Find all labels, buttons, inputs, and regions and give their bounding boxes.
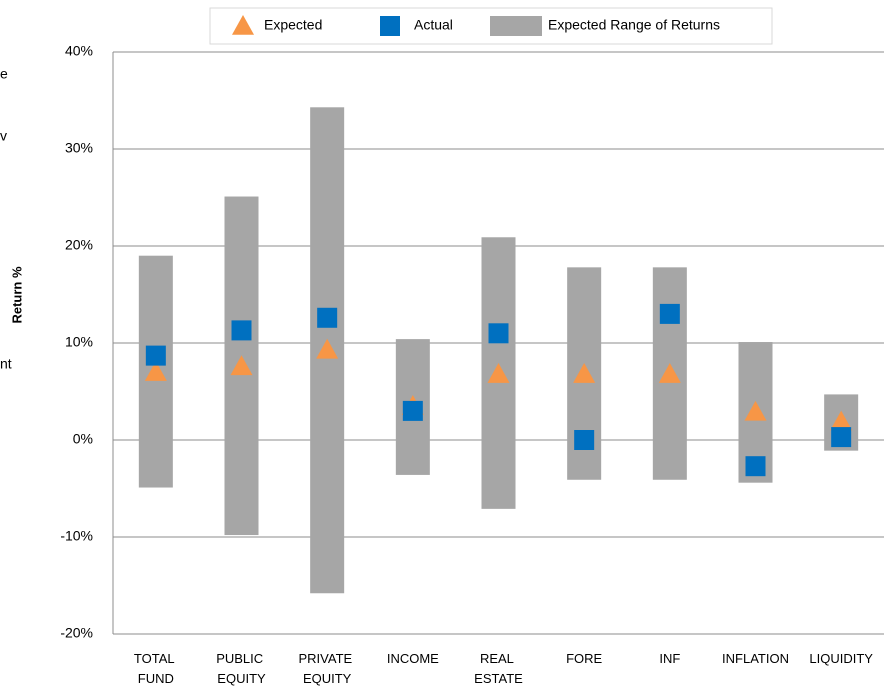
- x-tick-label: INF: [659, 651, 680, 666]
- y-tick-label: 0%: [73, 431, 93, 447]
- x-tick-label: FORE: [566, 651, 602, 666]
- y-tick-label: -10%: [60, 528, 93, 544]
- x-tick-label: INCOME: [387, 651, 439, 666]
- y-tick-label: 10%: [65, 334, 93, 350]
- triangle-marker: [830, 410, 853, 431]
- legend-swatch: [490, 16, 542, 36]
- triangle-marker: [316, 338, 339, 359]
- y-tick-label: 40%: [65, 43, 93, 59]
- square-marker: [831, 427, 852, 448]
- y-tick-label: 30%: [65, 140, 93, 156]
- y-tick-label: -20%: [60, 625, 93, 641]
- square-marker: [145, 345, 166, 366]
- x-tick-label: LIQUIDITY: [809, 651, 873, 666]
- square-marker: [317, 307, 338, 328]
- square-marker: [488, 323, 509, 344]
- y-tick-label: 20%: [65, 237, 93, 253]
- square-marker: [574, 430, 595, 450]
- legend-label: Actual: [414, 17, 453, 33]
- y-axis-label: Return %: [9, 266, 24, 324]
- square-marker: [745, 456, 766, 477]
- square-marker: [402, 400, 423, 421]
- x-tick-label: PRIVATE EQUITY: [299, 651, 356, 686]
- x-tick-label: TOTAL FUND: [134, 651, 178, 686]
- annotation: nt: [0, 356, 12, 372]
- triangle-marker: [144, 361, 167, 381]
- triangle-marker: [744, 400, 767, 421]
- triangle-marker: [232, 15, 254, 35]
- triangle-marker: [573, 363, 596, 383]
- legend-label: Expected: [264, 17, 322, 33]
- triangle-marker: [487, 363, 510, 383]
- triangle-marker: [230, 355, 253, 376]
- x-tick-label: INFLATION: [722, 651, 789, 666]
- square-marker: [231, 320, 252, 341]
- annotation: v: [0, 128, 7, 144]
- legend-label: Expected Range of Returns: [548, 17, 720, 33]
- x-tick-label: REAL ESTATE: [474, 651, 523, 686]
- triangle-marker: [658, 363, 681, 383]
- x-tick-label: PUBLIC EQUITY: [216, 651, 267, 686]
- square-marker: [380, 16, 400, 36]
- square-marker: [659, 303, 680, 324]
- annotation: e: [0, 66, 8, 82]
